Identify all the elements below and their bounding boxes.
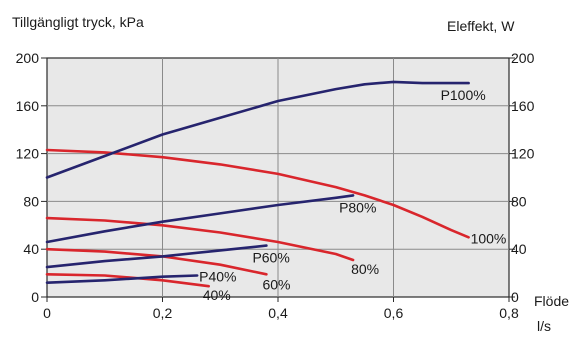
- series-label-p40: P40%: [199, 268, 236, 284]
- pressure-curve-80: [45, 216, 355, 262]
- pressure-curve-100: [45, 148, 470, 239]
- series-label-80: 80%: [351, 261, 379, 277]
- power-curve-p100: [45, 80, 470, 179]
- y-tick-label-right: 80: [511, 193, 527, 209]
- series-label-p60: P60%: [252, 250, 289, 266]
- axis-ticks: [41, 57, 515, 302]
- y-tick-label-left: 40: [23, 241, 39, 257]
- y-axis-label-right: Eleffekt, W: [447, 18, 515, 34]
- series-label-p100: P100%: [441, 87, 486, 103]
- series-label-40: 40%: [203, 287, 231, 303]
- labels: Tillgängligt tryck, kPa Eleffekt, W Flöd…: [12, 14, 569, 334]
- series-label-60: 60%: [262, 276, 290, 292]
- y-axis-label-left: Tillgängligt tryck, kPa: [12, 14, 144, 30]
- x-axis-unit: l/s: [537, 318, 551, 334]
- curves: [45, 80, 470, 288]
- y-tick-label-left: 80: [23, 193, 39, 209]
- power-curve-p40: [45, 274, 199, 285]
- series-label-p80: P80%: [339, 199, 376, 215]
- y-tick-label-right: 0: [511, 289, 519, 305]
- x-tick-label: 0,6: [384, 305, 404, 321]
- y-tick-label-left: 160: [16, 98, 40, 114]
- y-tick-label-right: 40: [511, 241, 527, 257]
- y-tick-label-left: 120: [16, 146, 40, 162]
- x-tick-label: 0,2: [153, 305, 173, 321]
- y-tick-label-right: 200: [511, 50, 535, 66]
- y-tick-label-left: 0: [31, 289, 39, 305]
- x-axis-label: Flöde: [534, 293, 569, 309]
- x-tick-label: 0: [43, 305, 51, 321]
- y-tick-label-right: 160: [511, 98, 535, 114]
- y-tick-label-right: 120: [511, 146, 535, 162]
- x-tick-label: 0,4: [268, 305, 288, 321]
- series-label-100: 100%: [471, 230, 507, 246]
- power-curve-p60: [45, 244, 268, 269]
- power-curve-p80: [45, 194, 355, 244]
- y-tick-label-left: 200: [16, 50, 40, 66]
- x-tick-label: 0,8: [499, 305, 519, 321]
